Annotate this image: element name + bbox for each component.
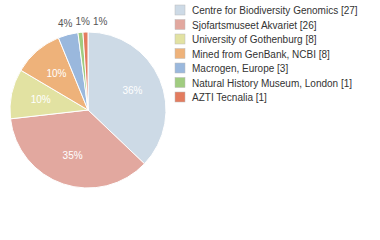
legend-label: Sjofartsmuseet Akvariet [26] <box>192 20 317 31</box>
data-label: 10% <box>31 94 51 105</box>
pie-slice <box>11 110 145 188</box>
pie-slice <box>83 32 88 110</box>
data-label: 4% <box>58 18 73 29</box>
data-label: 35% <box>63 150 83 161</box>
pie-slice <box>78 32 88 110</box>
legend-label: Centre for Biodiversity Genomics [27] <box>192 5 358 16</box>
legend-swatch <box>175 63 185 73</box>
legend-label: Mined from GenBank, NCBI [8] <box>192 49 330 60</box>
pie <box>10 32 166 188</box>
legend-swatch <box>175 34 185 44</box>
legend-label: AZTI Tecnalia [1] <box>192 92 267 103</box>
legend-label: Macrogen, Europe [3] <box>192 63 288 74</box>
data-labels: 36%35%10%10%4%1%1% <box>31 16 143 162</box>
legend-swatch <box>175 78 185 88</box>
legend: Centre for Biodiversity Genomics [27] Sjo… <box>175 5 358 103</box>
legend-label: University of Gothenburg [8] <box>192 34 317 45</box>
data-label: 1% <box>75 16 90 27</box>
legend-swatch <box>175 20 185 30</box>
chart: 36%35%10%10%4%1%1%Centre for Biodiversit… <box>0 0 380 240</box>
legend-label: Natural History Museum, London [1] <box>192 78 352 89</box>
data-label: 10% <box>46 68 66 79</box>
legend-swatch <box>175 49 185 59</box>
legend-swatch <box>175 5 185 15</box>
data-label: 1% <box>93 16 108 27</box>
data-label: 36% <box>122 85 142 96</box>
legend-swatch <box>175 92 185 102</box>
